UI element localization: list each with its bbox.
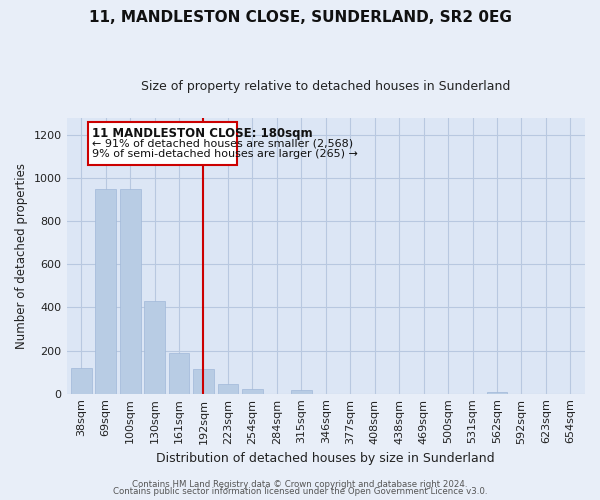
Bar <box>218 384 238 394</box>
Bar <box>144 301 165 394</box>
Text: ← 91% of detached houses are smaller (2,568): ← 91% of detached houses are smaller (2,… <box>92 138 353 148</box>
Bar <box>120 189 140 394</box>
Bar <box>291 390 312 394</box>
X-axis label: Distribution of detached houses by size in Sunderland: Distribution of detached houses by size … <box>157 452 495 465</box>
Bar <box>95 189 116 394</box>
Text: 11, MANDLESTON CLOSE, SUNDERLAND, SR2 0EG: 11, MANDLESTON CLOSE, SUNDERLAND, SR2 0E… <box>89 10 511 25</box>
FancyBboxPatch shape <box>88 122 237 165</box>
Text: 9% of semi-detached houses are larger (265) →: 9% of semi-detached houses are larger (2… <box>92 149 358 159</box>
Bar <box>193 369 214 394</box>
Y-axis label: Number of detached properties: Number of detached properties <box>15 162 28 348</box>
Bar <box>487 392 508 394</box>
Text: 11 MANDLESTON CLOSE: 180sqm: 11 MANDLESTON CLOSE: 180sqm <box>92 128 313 140</box>
Bar <box>242 390 263 394</box>
Text: Contains public sector information licensed under the Open Government Licence v3: Contains public sector information licen… <box>113 487 487 496</box>
Text: Contains HM Land Registry data © Crown copyright and database right 2024.: Contains HM Land Registry data © Crown c… <box>132 480 468 489</box>
Bar <box>71 368 92 394</box>
Title: Size of property relative to detached houses in Sunderland: Size of property relative to detached ho… <box>141 80 511 93</box>
Bar <box>169 352 190 394</box>
